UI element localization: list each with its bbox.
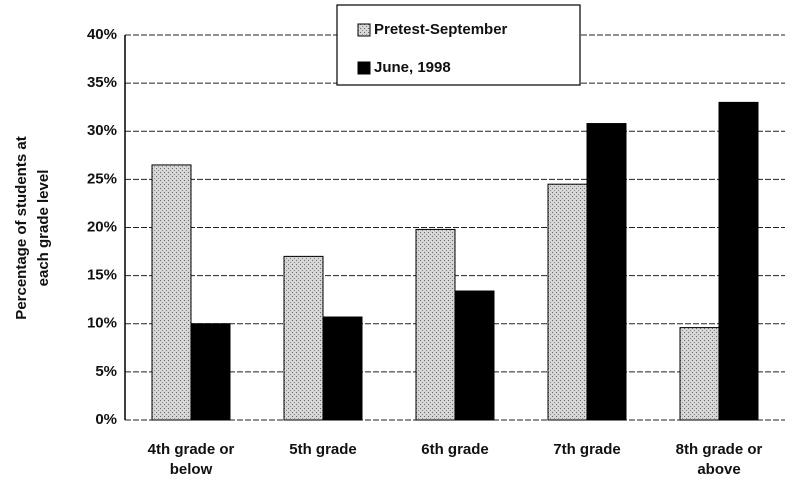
bar bbox=[586, 123, 627, 421]
x-tick-label: 5th grade bbox=[289, 441, 357, 458]
y-tick-label: 30% bbox=[87, 122, 117, 139]
x-tick-label: 6th grade bbox=[421, 441, 489, 458]
bar bbox=[151, 164, 192, 421]
legend-label: June, 1998 bbox=[374, 59, 451, 76]
x-tick-label: 7th grade bbox=[553, 441, 621, 458]
legend-label: Pretest-September bbox=[374, 21, 508, 38]
y-axis-label: each grade level bbox=[35, 170, 52, 287]
bar bbox=[283, 255, 324, 421]
y-tick-label: 20% bbox=[87, 218, 117, 235]
y-axis-label: Percentage of students at bbox=[13, 136, 30, 319]
y-tick-label: 40% bbox=[87, 26, 117, 43]
bar bbox=[718, 101, 759, 421]
legend-swatch bbox=[357, 61, 371, 75]
y-tick-label: 15% bbox=[87, 267, 117, 284]
bar bbox=[547, 183, 588, 421]
y-tick-label: 10% bbox=[87, 315, 117, 332]
x-tick-label: 8th grade or above bbox=[675, 441, 763, 478]
legend-box bbox=[336, 4, 581, 86]
bar bbox=[454, 290, 495, 421]
bar bbox=[190, 323, 231, 421]
bar bbox=[415, 228, 456, 421]
legend-swatch bbox=[357, 23, 371, 37]
y-tick-label: 0% bbox=[95, 411, 117, 428]
y-tick-label: 25% bbox=[87, 170, 117, 187]
bar bbox=[322, 316, 363, 421]
y-tick-label: 5% bbox=[95, 363, 117, 380]
bar bbox=[679, 327, 720, 421]
x-tick-label: 4th grade or below bbox=[147, 441, 235, 478]
y-tick-label: 35% bbox=[87, 74, 117, 91]
